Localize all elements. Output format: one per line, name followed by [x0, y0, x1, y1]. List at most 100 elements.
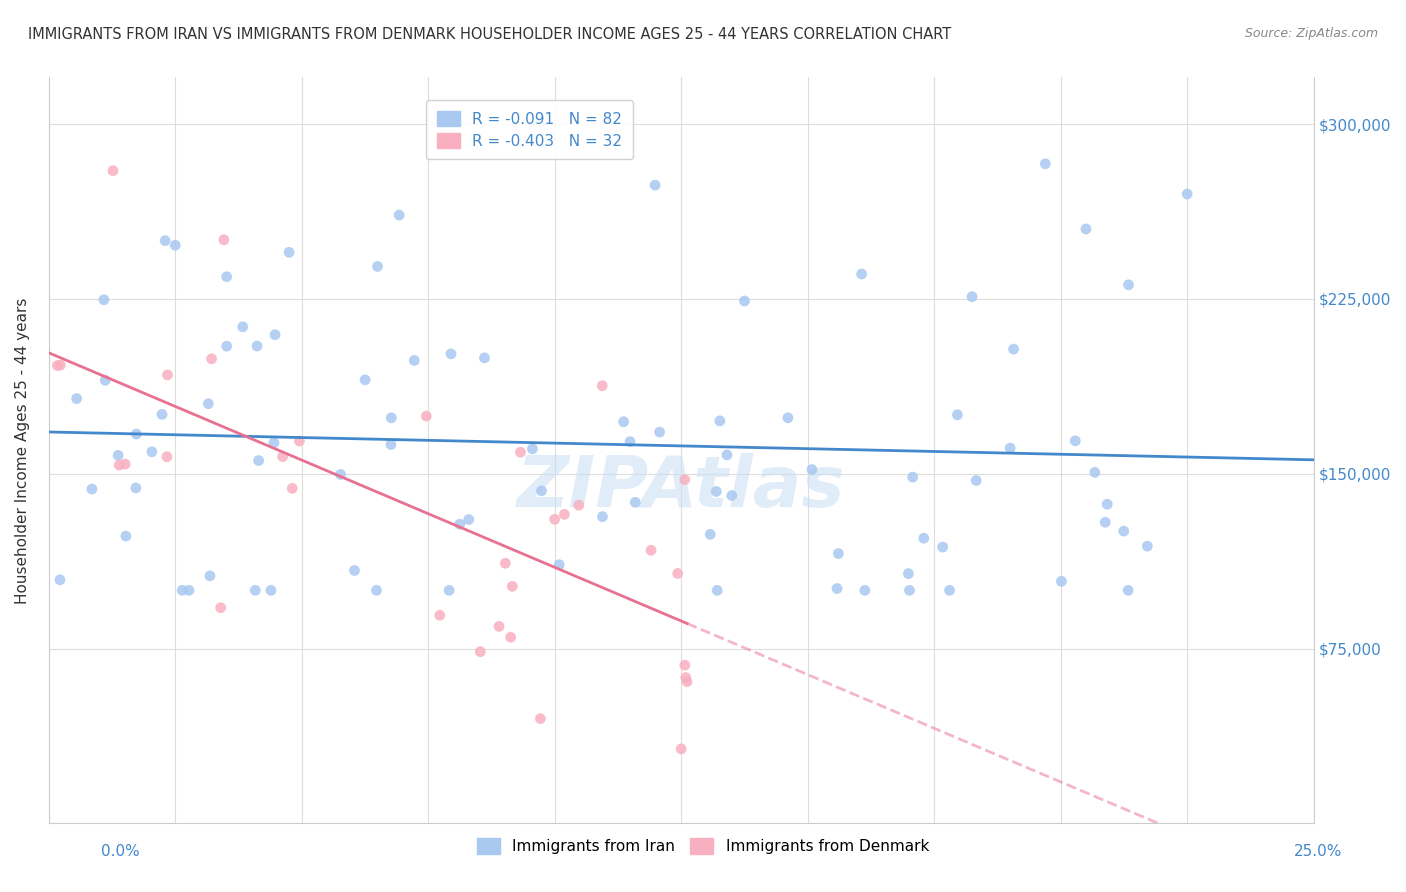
Point: [666, 566, 689, 581]
Point: [901, 470, 924, 484]
Point: [1050, 574, 1073, 589]
Point: [343, 564, 366, 578]
Point: [271, 450, 294, 464]
Point: [1097, 497, 1119, 511]
Point: [388, 208, 411, 222]
Point: [197, 397, 219, 411]
Point: [853, 583, 876, 598]
Point: [65, 392, 87, 406]
Text: IMMIGRANTS FROM IRAN VS IMMIGRANTS FROM DENMARK HOUSEHOLDER INCOME AGES 25 - 44 : IMMIGRANTS FROM IRAN VS IMMIGRANTS FROM …: [28, 27, 952, 42]
Point: [851, 267, 873, 281]
Point: [380, 410, 402, 425]
Point: [367, 260, 389, 274]
Point: [1136, 539, 1159, 553]
Point: [245, 583, 267, 598]
Point: [263, 435, 285, 450]
Point: [264, 327, 287, 342]
Point: [449, 517, 471, 532]
Point: [415, 409, 437, 424]
Legend: Immigrants from Iran, Immigrants from Denmark: Immigrants from Iran, Immigrants from De…: [470, 830, 936, 862]
Point: [440, 347, 463, 361]
Point: [1118, 277, 1140, 292]
Point: [114, 457, 136, 471]
Point: [673, 473, 696, 487]
Point: [676, 674, 699, 689]
Point: [49, 573, 72, 587]
Legend: R = -0.091   N = 82, R = -0.403   N = 32: R = -0.091 N = 82, R = -0.403 N = 32: [426, 100, 633, 160]
Point: [94, 373, 117, 387]
Point: [548, 558, 571, 572]
Point: [553, 508, 575, 522]
Point: [897, 566, 920, 581]
Point: [619, 434, 641, 449]
Point: [1116, 583, 1139, 598]
Point: [1112, 524, 1135, 538]
Text: Source: ZipAtlas.com: Source: ZipAtlas.com: [1244, 27, 1378, 40]
Point: [720, 489, 742, 503]
Point: [488, 619, 510, 633]
Point: [624, 495, 647, 509]
Point: [509, 445, 531, 459]
Point: [288, 434, 311, 448]
Point: [165, 238, 187, 252]
Point: [669, 742, 692, 756]
Point: [125, 481, 148, 495]
Point: [522, 442, 544, 456]
Point: [501, 579, 523, 593]
Point: [998, 441, 1021, 455]
Point: [49, 358, 72, 372]
Point: [246, 339, 269, 353]
Point: [591, 378, 613, 392]
Point: [108, 458, 131, 473]
Point: [499, 630, 522, 644]
Point: [156, 368, 179, 382]
Point: [1064, 434, 1087, 448]
Point: [200, 351, 222, 366]
Point: [115, 529, 138, 543]
Point: [568, 498, 591, 512]
Point: [354, 373, 377, 387]
Point: [592, 509, 614, 524]
Point: [938, 583, 960, 598]
Point: [931, 540, 953, 554]
Text: ZIPAtlas: ZIPAtlas: [517, 453, 845, 522]
Point: [150, 408, 173, 422]
Point: [494, 556, 516, 570]
Point: [699, 527, 721, 541]
Point: [156, 450, 179, 464]
Point: [825, 582, 848, 596]
Point: [912, 531, 935, 545]
Point: [733, 293, 755, 308]
Point: [1033, 157, 1056, 171]
Point: [107, 449, 129, 463]
Point: [380, 437, 402, 451]
Point: [898, 583, 921, 598]
Point: [172, 583, 194, 598]
Point: [946, 408, 969, 422]
Text: 25.0%: 25.0%: [1295, 845, 1343, 859]
Point: [530, 483, 553, 498]
Point: [1175, 186, 1198, 201]
Point: [960, 290, 983, 304]
Y-axis label: Householder Income Ages 25 - 44 years: Householder Income Ages 25 - 44 years: [15, 297, 30, 604]
Point: [215, 339, 238, 353]
Point: [198, 569, 221, 583]
Point: [437, 583, 460, 598]
Point: [141, 444, 163, 458]
Point: [366, 583, 388, 598]
Point: [80, 482, 103, 496]
Point: [177, 583, 200, 598]
Point: [281, 481, 304, 495]
Point: [1074, 222, 1097, 236]
Point: [46, 359, 69, 373]
Point: [212, 233, 235, 247]
Point: [474, 351, 496, 365]
Point: [404, 353, 426, 368]
Point: [1094, 515, 1116, 529]
Point: [709, 414, 731, 428]
Point: [776, 410, 799, 425]
Point: [247, 453, 270, 467]
Point: [153, 234, 176, 248]
Point: [544, 512, 567, 526]
Point: [209, 600, 232, 615]
